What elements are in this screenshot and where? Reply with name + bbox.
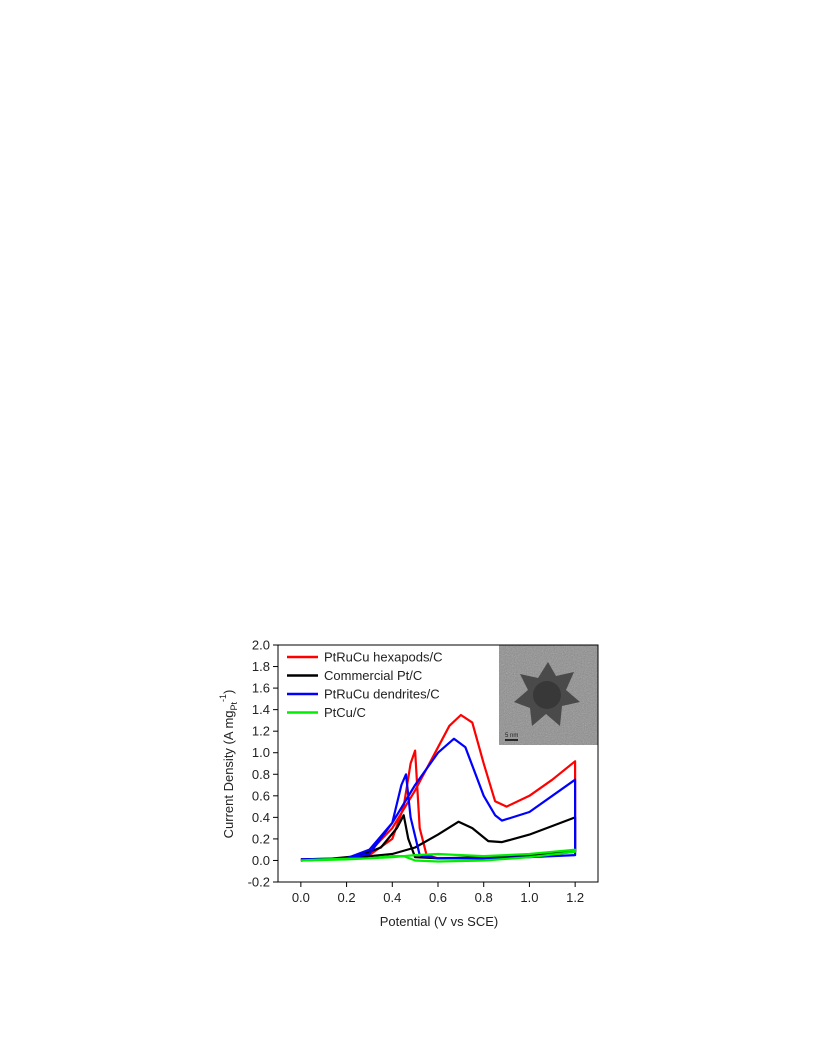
series-line: [300, 713, 577, 862]
legend-label: Commercial Pt/C: [324, 668, 422, 683]
x-tick-label: 0.8: [475, 890, 493, 905]
x-tick-label: 1.0: [520, 890, 538, 905]
y-tick-label: 1.2: [252, 724, 270, 739]
y-tick-label: -0.2: [248, 875, 270, 890]
y-axis-label: Current Density (A mgPt-1): [218, 690, 239, 839]
y-label-sup: -1: [218, 694, 228, 702]
legend-label: PtCu/C: [324, 705, 366, 720]
legend-label: PtRuCu hexapods/C: [324, 650, 443, 665]
x-tick-label: 0.0: [292, 890, 310, 905]
y-label-sub: Pt: [229, 701, 239, 710]
x-axis-label: Potential (V vs SCE): [380, 914, 499, 929]
x-tick-label: 1.2: [566, 890, 584, 905]
y-label-end: ): [221, 690, 236, 694]
inset-scale-label: 5 nm: [505, 733, 518, 739]
y-tick-label: 1.6: [252, 681, 270, 696]
inset-image: 5 nm: [499, 645, 598, 745]
series-line: [300, 848, 577, 863]
y-tick-label: 0.8: [252, 767, 270, 782]
y-tick-label: 0.0: [252, 853, 270, 868]
series-line: [300, 737, 577, 862]
x-tick-label: 0.6: [429, 890, 447, 905]
y-tick-label: 0.6: [252, 788, 270, 803]
y-label-main: Current Density (A mg: [221, 711, 236, 839]
y-tick-label: 2.0: [252, 638, 270, 653]
y-tick-label: 0.4: [252, 810, 270, 825]
x-tick-label: 0.2: [338, 890, 356, 905]
y-tick-label: 0.2: [252, 831, 270, 846]
x-tick-label: 0.4: [383, 890, 401, 905]
y-tick-label: 1.0: [252, 745, 270, 760]
legend-label: PtRuCu dendrites/C: [324, 687, 440, 702]
y-tick-label: 1.8: [252, 659, 270, 674]
y-tick-label: 1.4: [252, 702, 270, 717]
